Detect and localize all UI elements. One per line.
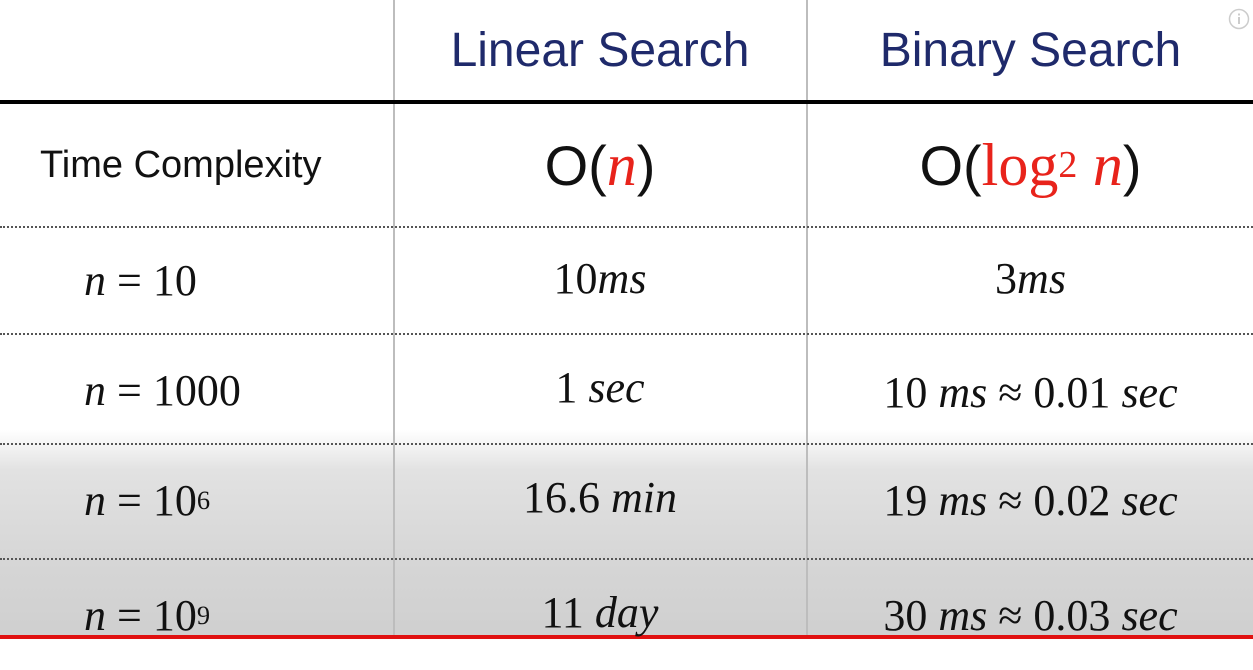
cell-text: ) — [636, 133, 656, 197]
row-label: n = 1000 — [84, 335, 241, 445]
cell-text: O( — [919, 133, 982, 197]
row-label: n = 10 — [84, 228, 197, 333]
cell-text: = 10 — [106, 475, 197, 525]
cell-text: 3 — [995, 253, 1018, 303]
cell: 1 sec — [394, 335, 806, 440]
row-divider — [0, 443, 1253, 445]
cell-text: ms — [938, 368, 988, 417]
cell-text: ms — [938, 475, 988, 525]
cell: O(n) — [394, 104, 806, 226]
cell-text: day — [594, 588, 659, 637]
cell-text: n — [84, 365, 106, 415]
cell-text: n — [84, 475, 106, 525]
header-rule — [0, 100, 1253, 104]
progress-bar — [0, 635, 1253, 639]
cell-text: ms — [1017, 253, 1066, 303]
cell-text: n — [84, 590, 106, 640]
cell-text: min — [611, 473, 677, 522]
cell-text: ≈ 0.03 — [987, 590, 1122, 640]
cell-text: ≈ 0.02 — [987, 475, 1122, 525]
column-header: Linear Search — [394, 0, 806, 100]
cell-text: n — [84, 256, 106, 305]
column-divider — [393, 0, 395, 639]
row-divider — [0, 558, 1253, 560]
row-label: n = 10 6 — [84, 475, 211, 525]
cell-text: 10 — [553, 253, 598, 303]
cell-text: O( — [544, 133, 607, 197]
info-icon[interactable] — [1228, 8, 1250, 30]
cell: 10 ms — [394, 228, 806, 328]
cell-text: = 10 — [106, 256, 197, 305]
cell-text: ms — [938, 590, 988, 640]
column-divider — [806, 0, 808, 639]
cell-text: ms — [597, 253, 647, 303]
cell-text: = 10 — [106, 590, 197, 640]
cell: 10 ms ≈ 0.01 sec — [808, 335, 1253, 450]
cell-text: log — [981, 131, 1059, 198]
row-label: Time Complexity — [40, 104, 322, 226]
cell: 11 day — [394, 560, 806, 665]
cell-text: 10 — [883, 368, 939, 417]
cell: 3 ms — [808, 228, 1253, 328]
cell: 19 ms ≈ 0.02 sec — [808, 445, 1253, 555]
cell-text: 11 — [541, 588, 595, 637]
cell-text: = 1000 — [106, 365, 241, 415]
cell-text: sec — [1121, 475, 1178, 525]
cell-text: n — [1092, 131, 1123, 198]
cell-text: sec — [1121, 368, 1178, 417]
cell-text: sec — [588, 363, 645, 412]
cell: 16.6 min — [394, 445, 806, 550]
header-text: Linear Search — [450, 23, 750, 77]
cell-text: 19 — [883, 475, 939, 525]
cell-text: 16.6 — [523, 473, 611, 522]
row-divider — [0, 333, 1253, 335]
cell-text: ≈ 0.01 — [987, 368, 1122, 417]
cell-text: Time Complexity — [40, 143, 322, 186]
cell: O(log 2 n) — [919, 131, 1142, 198]
column-header: Binary Search — [808, 0, 1253, 100]
header-text: Binary Search — [879, 23, 1182, 77]
cell-text: sec — [1121, 590, 1178, 640]
cell: 30 ms ≈ 0.03 sec — [808, 560, 1253, 670]
row-label: n = 10 9 — [84, 590, 211, 640]
row-divider — [0, 226, 1253, 228]
cell-text: 1 — [555, 363, 589, 412]
cell-text — [1077, 133, 1093, 198]
cell-text: 30 — [883, 590, 939, 640]
page: Linear Search Binary Search Time Complex… — [0, 0, 1253, 640]
cell-text: n — [606, 131, 637, 198]
cell-text: ) — [1122, 133, 1142, 197]
